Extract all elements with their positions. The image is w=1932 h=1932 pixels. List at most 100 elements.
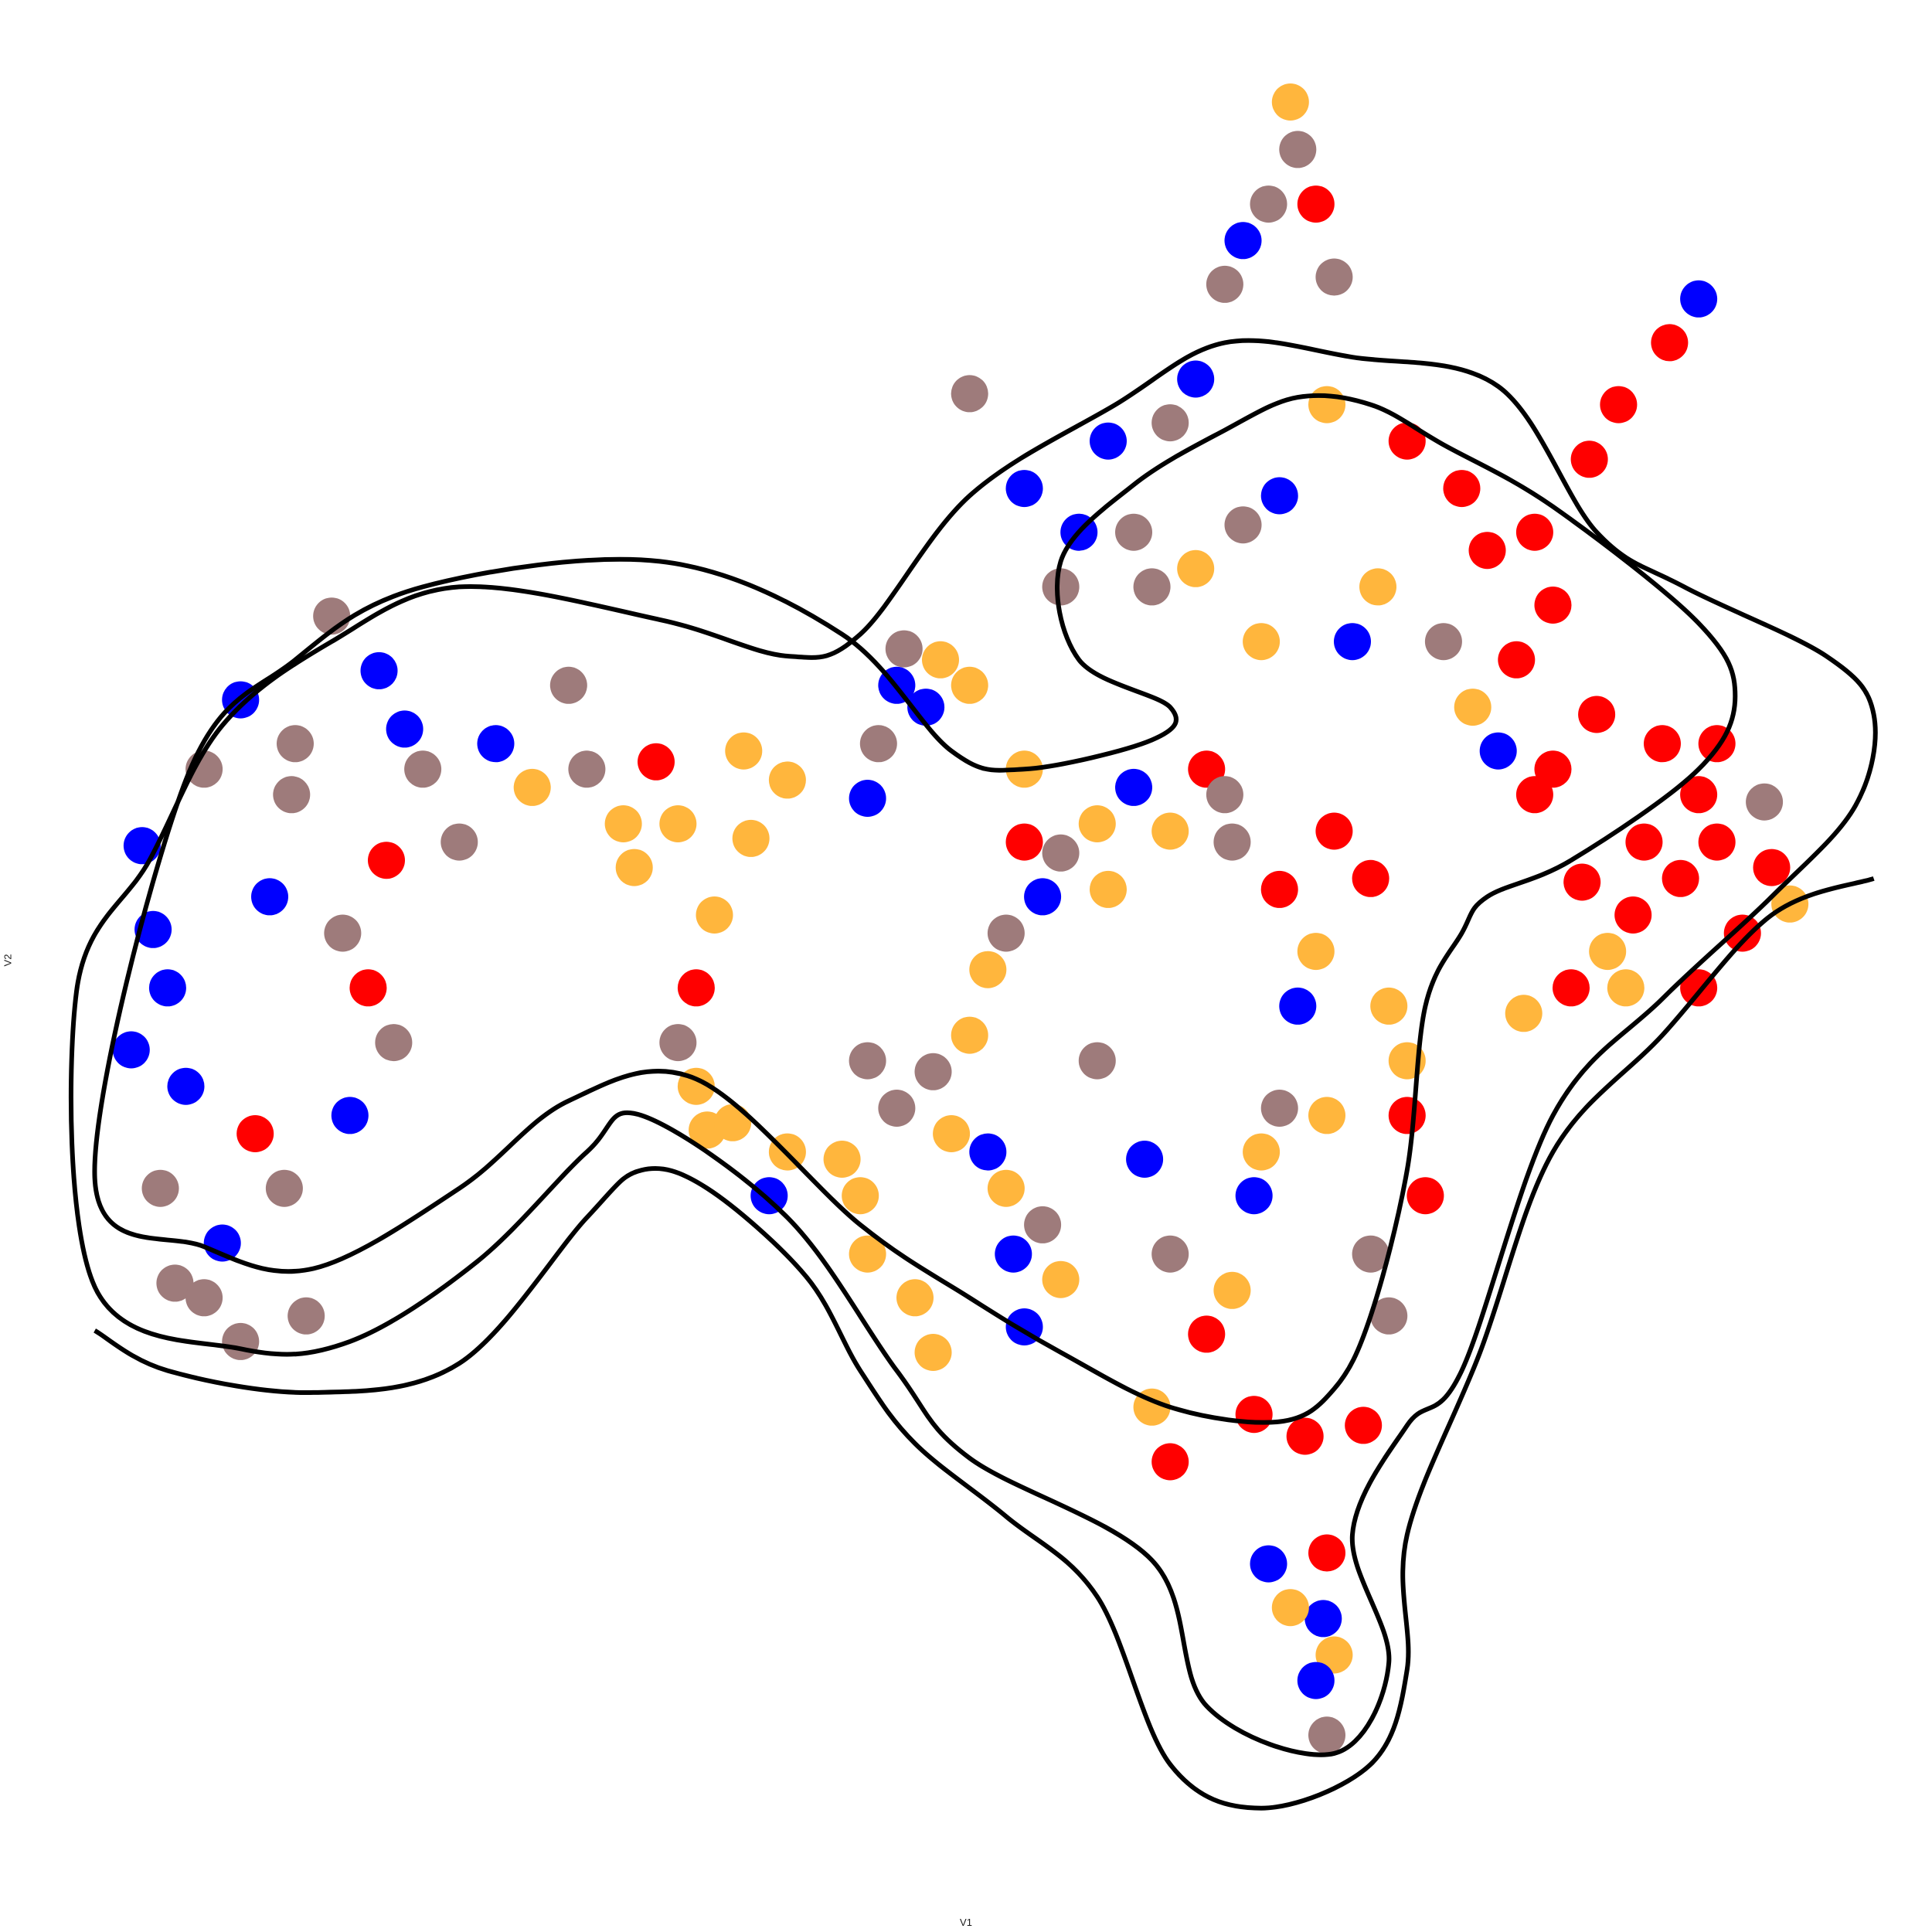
scatter-point <box>878 1090 916 1127</box>
scatter-point <box>1297 185 1335 223</box>
scatter-point <box>1651 324 1689 362</box>
scatter-point <box>440 823 478 861</box>
scatter-point <box>1308 1097 1345 1134</box>
scatter-point <box>324 914 362 952</box>
scatter-point <box>1133 568 1171 606</box>
scatter-point <box>933 1115 971 1152</box>
scatter-point <box>265 1169 303 1207</box>
scatter-point <box>1260 477 1298 515</box>
scatter-point <box>1206 776 1243 814</box>
scatter-point <box>1250 185 1287 223</box>
scatter-point <box>823 1141 861 1178</box>
scatter-point <box>1042 568 1080 606</box>
scatter-point <box>604 805 642 842</box>
scatter-point <box>1359 568 1396 606</box>
scatter-point <box>885 630 923 668</box>
scatter-point <box>360 651 398 689</box>
scatter-point <box>273 776 311 814</box>
scatter-point <box>951 375 988 413</box>
scatter-point <box>236 1115 274 1152</box>
scatter-point <box>1250 1545 1287 1583</box>
scatter-point <box>1370 987 1408 1025</box>
scatter-point <box>1563 863 1601 901</box>
scatter-point <box>842 1177 879 1215</box>
scatter-point <box>1515 513 1553 551</box>
scatter-point <box>368 842 405 879</box>
scatter-point <box>659 805 697 842</box>
scatter-point <box>1662 859 1699 897</box>
scatter-point <box>1188 1315 1226 1353</box>
scatter-point <box>1224 506 1262 544</box>
scatter-point <box>1151 1235 1189 1273</box>
scatter-point <box>1090 422 1127 460</box>
scatter-point <box>1260 1090 1298 1127</box>
scatter-point <box>1644 725 1681 763</box>
scatter-point <box>1005 823 1043 861</box>
scatter-point <box>375 1024 413 1062</box>
scatter-point <box>1260 870 1298 908</box>
scatter-point <box>477 725 515 763</box>
scatter-point <box>1578 696 1616 733</box>
density-contour-line <box>94 876 1875 1811</box>
scatter-point <box>1279 131 1317 168</box>
scatter-point <box>1090 870 1127 908</box>
scatter-point <box>1042 1260 1080 1298</box>
scatter-point <box>148 969 186 1007</box>
scatter-point <box>1271 1589 1309 1627</box>
scatter-point <box>1206 265 1243 303</box>
scatter-point <box>659 1024 697 1062</box>
scatter-point <box>1177 360 1215 398</box>
x-axis-label: V1 <box>960 1917 972 1928</box>
scatter-point <box>732 819 770 857</box>
scatter-point <box>1024 1206 1062 1243</box>
scatter-point <box>1078 1042 1116 1080</box>
scatter-point <box>1213 1271 1251 1309</box>
scatter-point <box>1570 440 1608 478</box>
scatter-point <box>714 1104 752 1141</box>
scatter-point <box>331 1097 369 1134</box>
scatter-point <box>568 750 606 788</box>
scatter-point <box>1534 587 1572 624</box>
scatter-point <box>1352 859 1389 897</box>
scatter-point <box>1607 969 1645 1007</box>
scatter-point <box>1235 1396 1273 1434</box>
scatter-point <box>287 1297 325 1335</box>
scatter-point <box>1443 470 1481 508</box>
scatter-point <box>1600 386 1638 423</box>
scatter-point <box>112 1031 150 1069</box>
scatter-point <box>1553 969 1590 1007</box>
y-axis-label: V2 <box>2 954 14 967</box>
density-contour-line <box>68 338 1878 1757</box>
contours-layer <box>68 338 1878 1811</box>
scatter-point <box>1308 386 1345 423</box>
scatter-point <box>1042 834 1080 872</box>
scatter-point <box>951 666 988 704</box>
scatter-point <box>1515 776 1553 814</box>
scatter-point <box>251 878 288 916</box>
scatter-point <box>1151 404 1189 442</box>
scatter-point <box>969 951 1007 988</box>
density-contour-line <box>92 393 1738 1425</box>
scatter-point <box>849 780 886 817</box>
scatter-point <box>1334 623 1371 661</box>
scatter-point <box>1723 914 1761 952</box>
scatter-point <box>1345 1406 1383 1444</box>
scatter-point <box>914 1053 952 1090</box>
scatter-point <box>1151 1443 1189 1481</box>
scatter-point <box>277 725 314 763</box>
scatter-point <box>1005 470 1043 508</box>
scatter-point <box>1753 849 1791 886</box>
scatter-point <box>185 1279 223 1317</box>
scatter-point <box>995 1235 1032 1273</box>
scatter-point <box>1388 422 1426 460</box>
scatter-point <box>1235 1177 1273 1215</box>
scatter-point <box>386 710 423 748</box>
scatter-point <box>222 1322 260 1360</box>
scatter-point <box>914 1334 952 1371</box>
scatter-point <box>1406 1177 1444 1215</box>
scatter-point <box>1115 768 1152 806</box>
scatter-point <box>141 1169 179 1207</box>
scatter-point <box>677 969 715 1007</box>
